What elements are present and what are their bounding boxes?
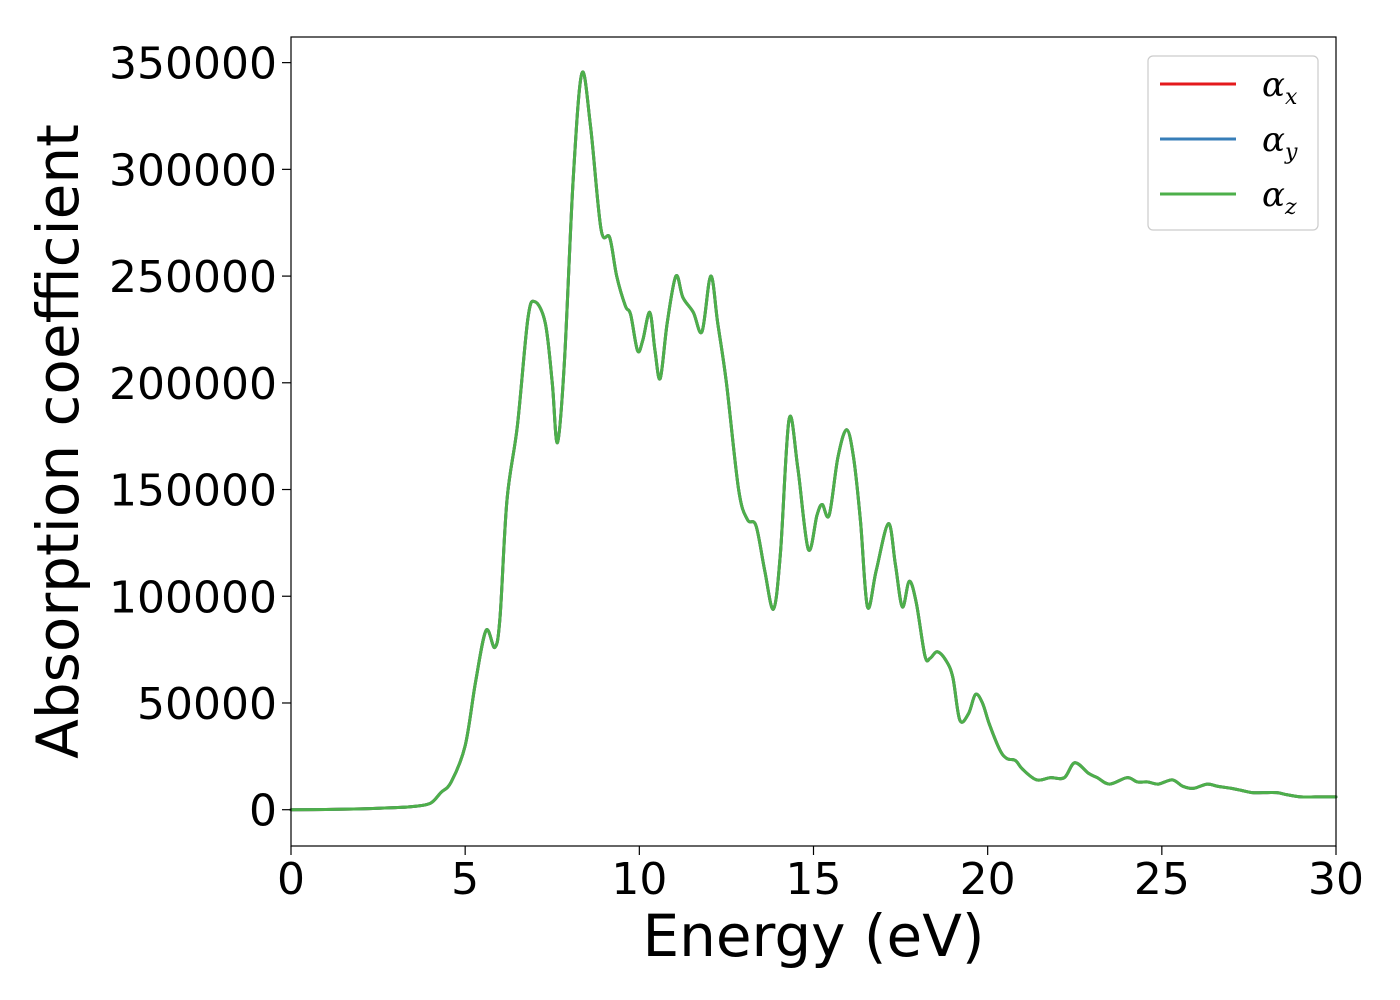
y-axis-title: Absorption coefficient bbox=[24, 124, 92, 759]
y-tick-label: 300000 bbox=[109, 145, 277, 196]
y-tick-label: 150000 bbox=[109, 466, 277, 517]
legend-label-x: αx bbox=[1262, 65, 1298, 110]
y-tick-label: 100000 bbox=[109, 572, 277, 623]
series-layer bbox=[289, 70, 1338, 812]
legend: αx αy αz bbox=[1147, 55, 1319, 231]
y-tick-label: 50000 bbox=[137, 679, 277, 730]
y-tick-label: 200000 bbox=[109, 359, 277, 410]
y-tick-label: 0 bbox=[249, 786, 277, 837]
legend-box bbox=[1147, 55, 1319, 231]
y-tick-label: 350000 bbox=[109, 39, 277, 90]
x-tick-label: 20 bbox=[960, 854, 1016, 905]
x-tick-label: 15 bbox=[786, 854, 842, 905]
x-axis-title: Energy (eV) bbox=[642, 902, 984, 970]
x-tick-label: 0 bbox=[277, 854, 305, 905]
legend-label-z: αz bbox=[1262, 175, 1297, 220]
x-axis-ticks: 0 5 10 15 20 25 30 bbox=[277, 846, 1364, 905]
y-axis-ticks: 0 50000 100000 150000 200000 250000 300000 3500… bbox=[109, 39, 291, 837]
legend-label-y: αy bbox=[1262, 120, 1298, 165]
x-tick-label: 30 bbox=[1308, 854, 1364, 905]
x-tick-label: 5 bbox=[451, 854, 479, 905]
x-tick-label: 10 bbox=[611, 854, 667, 905]
series-line-z bbox=[289, 70, 1338, 812]
y-tick-label: 250000 bbox=[109, 252, 277, 303]
x-tick-label: 25 bbox=[1134, 854, 1190, 905]
